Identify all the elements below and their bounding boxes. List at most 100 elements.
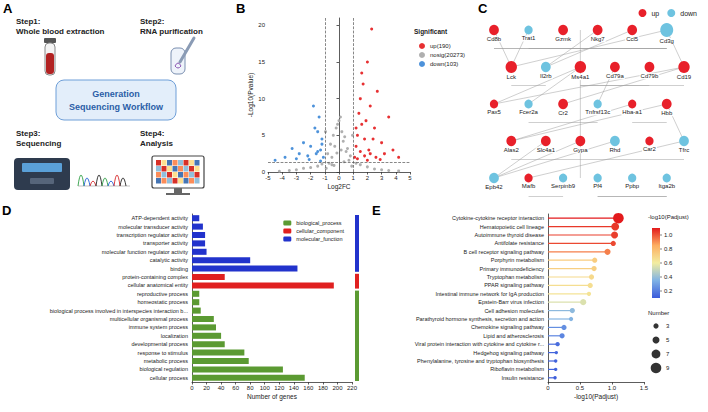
svg-text:Cd79a: Cd79a xyxy=(606,73,624,79)
svg-text:D: D xyxy=(2,203,11,218)
svg-text:reproductive process: reproductive process xyxy=(137,291,188,297)
svg-text:Gypa: Gypa xyxy=(573,147,588,153)
svg-text:cellular process: cellular process xyxy=(150,375,188,381)
svg-text:Chemokine signaling pathway: Chemokine signaling pathway xyxy=(471,324,544,330)
svg-text:Il2rb: Il2rb xyxy=(540,73,552,79)
svg-text:nosig(20273): nosig(20273) xyxy=(430,52,465,58)
svg-text:Generation: Generation xyxy=(92,89,140,99)
svg-text:Step4:: Step4: xyxy=(140,129,164,138)
svg-text:0: 0 xyxy=(337,175,341,181)
svg-text:20: 20 xyxy=(258,22,265,28)
svg-text:0.5: 0.5 xyxy=(576,385,585,391)
svg-text:Riboflavin metabolism: Riboflavin metabolism xyxy=(490,366,544,372)
svg-text:Sequencing Workflow: Sequencing Workflow xyxy=(69,102,164,112)
svg-text:-3: -3 xyxy=(294,175,300,181)
svg-text:transcription regulator activi: transcription regulator activity xyxy=(116,232,188,238)
svg-text:100: 100 xyxy=(260,385,271,391)
svg-text:Lck: Lck xyxy=(507,74,517,80)
svg-text:PPAR signaling pathway: PPAR signaling pathway xyxy=(484,282,544,288)
svg-text:ATP-dependent activity: ATP-dependent activity xyxy=(132,215,189,221)
svg-text:Parathyroid hormone synthesis,: Parathyroid hormone synthesis, secretion… xyxy=(416,316,544,322)
svg-text:Hedgehog signaling pathway: Hedgehog signaling pathway xyxy=(473,350,544,356)
svg-text:160: 160 xyxy=(303,385,314,391)
svg-text:Cd19: Cd19 xyxy=(677,74,692,80)
svg-text:down(103): down(103) xyxy=(430,61,458,67)
svg-text:Ms4a1: Ms4a1 xyxy=(571,74,590,80)
svg-text:140: 140 xyxy=(289,385,300,391)
svg-text:40: 40 xyxy=(218,385,225,391)
svg-text:Pf4: Pf4 xyxy=(593,183,603,189)
svg-text:7: 7 xyxy=(666,351,670,357)
svg-text:Itga2b: Itga2b xyxy=(658,183,675,189)
svg-text:Number: Number xyxy=(648,310,669,316)
svg-text:Porphyrin metabolism: Porphyrin metabolism xyxy=(491,257,545,263)
svg-text:biological process involved in: biological process involved in interspec… xyxy=(50,308,189,314)
svg-text:Nkg7: Nkg7 xyxy=(591,36,606,42)
svg-text:Fcer2a: Fcer2a xyxy=(519,109,538,115)
svg-text:developmental process: developmental process xyxy=(131,341,188,347)
svg-text:4: 4 xyxy=(394,175,398,181)
svg-text:RNA purification: RNA purification xyxy=(140,27,203,36)
svg-text:molecular function regulator a: molecular function regulator activity xyxy=(102,249,188,255)
svg-text:Cell adhesion molecules: Cell adhesion molecules xyxy=(484,308,544,314)
svg-text:0.2: 0.2 xyxy=(664,288,673,294)
svg-text:Hbb: Hbb xyxy=(661,110,673,116)
svg-text:Step1:: Step1: xyxy=(16,17,40,26)
svg-text:Tnfrsf13c: Tnfrsf13c xyxy=(585,109,610,115)
svg-text:3: 3 xyxy=(666,323,670,329)
svg-text:C: C xyxy=(478,1,488,16)
svg-text:Gzmk: Gzmk xyxy=(555,36,572,42)
svg-text:80: 80 xyxy=(247,385,254,391)
svg-text:protein-containing complex: protein-containing complex xyxy=(122,274,188,280)
svg-text:Cd3g: Cd3g xyxy=(660,38,674,44)
svg-text:Epb42: Epb42 xyxy=(485,184,503,190)
svg-text:Primary immunodeficiency: Primary immunodeficiency xyxy=(480,266,545,272)
svg-text:B: B xyxy=(236,1,245,16)
svg-text:Autoimmune thyroid disease: Autoimmune thyroid disease xyxy=(475,232,544,238)
svg-text:-Log10(Pvalue): -Log10(Pvalue) xyxy=(247,73,255,117)
svg-text:Hematopoietic cell lineage: Hematopoietic cell lineage xyxy=(480,224,544,230)
svg-text:Phenylalanine, tyrosine and tr: Phenylalanine, tyrosine and tryptophan b… xyxy=(417,358,544,364)
svg-text:220: 220 xyxy=(347,385,358,391)
svg-text:cellular_component: cellular_component xyxy=(296,228,344,234)
svg-text:biological regulation: biological regulation xyxy=(139,366,188,372)
svg-text:-1: -1 xyxy=(322,175,328,181)
svg-text:180: 180 xyxy=(318,385,329,391)
svg-text:Mafb: Mafb xyxy=(522,183,536,189)
svg-text:response to stimulus: response to stimulus xyxy=(138,350,189,356)
svg-text:Tryptophan metabolism: Tryptophan metabolism xyxy=(487,274,545,280)
svg-text:0: 0 xyxy=(190,385,194,391)
svg-text:Pax5: Pax5 xyxy=(487,109,501,115)
svg-text:Antifolate resistance: Antifolate resistance xyxy=(494,240,544,246)
svg-text:E: E xyxy=(372,203,381,218)
svg-text:up: up xyxy=(651,10,659,18)
svg-text:3: 3 xyxy=(380,175,384,181)
svg-text:cellular anatomical entity: cellular anatomical entity xyxy=(128,282,188,288)
svg-text:Cr2: Cr2 xyxy=(558,110,568,116)
svg-text:Trat1: Trat1 xyxy=(522,35,536,41)
svg-text:Sequencing: Sequencing xyxy=(16,139,61,148)
svg-text:Step2:: Step2: xyxy=(140,17,164,26)
svg-text:5: 5 xyxy=(262,132,266,138)
svg-text:up(190): up(190) xyxy=(430,43,451,49)
svg-text:Insulin resistance: Insulin resistance xyxy=(502,375,545,381)
svg-text:Car2: Car2 xyxy=(643,146,657,152)
svg-text:Epstein-Barr virus infection: Epstein-Barr virus infection xyxy=(478,299,544,305)
svg-text:10: 10 xyxy=(258,96,265,102)
svg-text:Rhd: Rhd xyxy=(609,147,620,153)
svg-text:0.8: 0.8 xyxy=(664,246,673,252)
svg-text:metabolic process: metabolic process xyxy=(144,358,189,364)
svg-text:binding: binding xyxy=(170,266,188,272)
svg-text:localization: localization xyxy=(161,333,188,339)
svg-text:Analysis: Analysis xyxy=(140,139,173,148)
svg-text:-log10(Padjust): -log10(Padjust) xyxy=(648,214,689,220)
svg-text:Hba-a1: Hba-a1 xyxy=(622,109,642,115)
svg-text:0.4: 0.4 xyxy=(664,274,673,280)
svg-text:B cell receptor signaling path: B cell receptor signaling pathway xyxy=(464,249,545,255)
svg-text:15: 15 xyxy=(258,59,265,65)
svg-text:-5: -5 xyxy=(265,175,271,181)
svg-text:Alas2: Alas2 xyxy=(504,147,520,153)
svg-text:Ppbp: Ppbp xyxy=(625,183,640,189)
svg-text:9: 9 xyxy=(666,365,670,371)
svg-text:catalytic activity: catalytic activity xyxy=(150,257,188,263)
